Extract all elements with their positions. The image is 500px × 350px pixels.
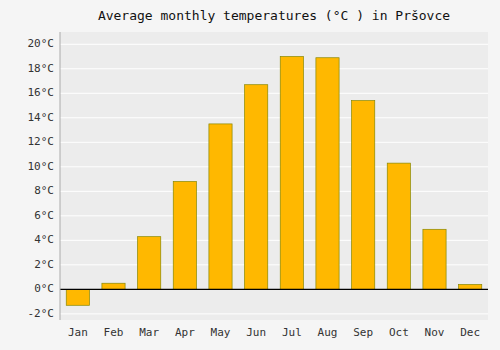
y-tick-label: 8°C: [34, 184, 54, 197]
bar: [173, 182, 196, 290]
x-tick-label: Oct: [389, 326, 409, 339]
y-tick-label: 16°C: [28, 86, 55, 99]
grid-line: [60, 313, 488, 314]
grid: [60, 44, 488, 314]
plot-area: [60, 32, 488, 320]
y-tick-label: 2°C: [34, 258, 54, 271]
x-tick-label: Sep: [353, 326, 373, 339]
bars: [66, 57, 482, 306]
grid-line: [60, 93, 488, 94]
y-tick-label: 10°C: [28, 160, 55, 173]
bar: [352, 101, 375, 290]
background: [0, 0, 500, 350]
bar: [459, 284, 482, 289]
bar: [209, 124, 232, 289]
x-tick-label: Jan: [68, 326, 88, 339]
bar: [102, 283, 125, 289]
title: Average monthly temperatures (°C ) in Pr…: [98, 8, 450, 23]
grid-line: [60, 68, 488, 69]
x-tick-label: Nov: [425, 326, 445, 339]
grid-line: [60, 142, 488, 143]
x-tick-label: Mar: [139, 326, 159, 339]
bar: [66, 289, 89, 305]
y-axis: -2°C 0°C 2°C 4°C 6°C 8°C 10°C 12°C 14°C 16°C 18°C 2…: [28, 37, 55, 320]
y-tick-label: 18°C: [28, 62, 55, 75]
y-axis-line: [60, 32, 61, 320]
y-tick-label: 20°C: [28, 37, 55, 50]
x-tick-label: Jul: [282, 326, 302, 339]
grid-line: [60, 289, 488, 290]
x-tick-label: Apr: [175, 326, 195, 339]
bar: [316, 58, 339, 290]
zero-line: [60, 289, 488, 290]
bar: [387, 163, 410, 289]
x-tick-label: Aug: [318, 326, 338, 339]
chart: -2°C 0°C 2°C 4°C 6°C 8°C 10°C 12°C 14°C 16°C 18°C 2…: [0, 0, 500, 350]
y-tick-label: -2°C: [28, 307, 55, 320]
y-tick-label: 0°C: [34, 282, 54, 295]
x-tick-label: May: [211, 326, 231, 339]
x-tick-label: Dec: [460, 326, 480, 339]
y-tick-label: 12°C: [28, 135, 55, 148]
y-tick-label: 14°C: [28, 111, 55, 124]
y-tick-label: 4°C: [34, 233, 54, 246]
x-tick-label: Feb: [104, 326, 124, 339]
x-axis: Jan Feb Mar Apr May Jun Jul Aug Sep Oct Nov Dec: [68, 326, 480, 339]
bar: [138, 237, 161, 290]
grid-line: [60, 166, 488, 167]
grid-line: [60, 191, 488, 192]
grid-line: [60, 44, 488, 45]
bar: [280, 57, 303, 290]
bar: [245, 85, 268, 290]
x-tick-label: Jun: [246, 326, 266, 339]
grid-line: [60, 117, 488, 118]
bar: [423, 229, 446, 289]
y-tick-label: 6°C: [34, 209, 54, 222]
grid-line: [60, 215, 488, 216]
